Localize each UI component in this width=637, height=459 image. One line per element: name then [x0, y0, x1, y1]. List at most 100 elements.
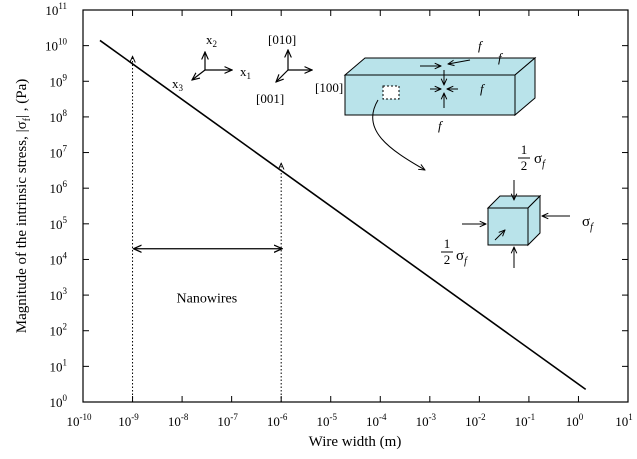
tick-base: 10: [50, 110, 63, 125]
tick-base: 10: [118, 414, 131, 429]
sigma: σ: [534, 151, 542, 167]
tick-label: 108: [50, 108, 68, 125]
fraction-num: 1: [521, 142, 528, 157]
element-marker: [383, 86, 399, 99]
sigma: σ: [456, 248, 464, 264]
y-label-end: | , (Pa): [14, 79, 30, 118]
sigma-label: σf: [582, 214, 594, 233]
tick-base: 10: [515, 414, 528, 429]
tick-exp: 3: [63, 286, 68, 296]
tick-base: 10: [50, 74, 63, 89]
tick-base: 10: [50, 395, 63, 410]
tick-label: 10-4: [366, 412, 387, 429]
tick-base: 10: [45, 39, 58, 54]
tick-exp: 0: [579, 412, 584, 422]
tick-label: 104: [50, 250, 68, 267]
tick-exp: -6: [280, 412, 288, 422]
half-sigma-left: 1 2 σf: [441, 236, 468, 267]
tick-exp: 7: [63, 144, 68, 154]
tick-exp: -10: [80, 412, 92, 422]
page: Wire width (m) Magnitude of the intrinsi…: [0, 0, 637, 459]
tick-label: 10-9: [118, 412, 139, 429]
tick-label: 10-6: [267, 412, 288, 429]
tick-label: 102: [50, 322, 68, 339]
tick-exp: -3: [429, 412, 437, 422]
fraction-den: 2: [444, 252, 451, 267]
tick-exp: 10: [58, 37, 68, 47]
tick-label: 106: [50, 179, 68, 196]
tick-label: 10-10: [67, 412, 92, 429]
tick-exp: -2: [478, 412, 486, 422]
tick-exp: -9: [131, 412, 139, 422]
y-axis-label: Magnitude of the intrinsic stress, |σf| …: [14, 79, 33, 333]
tick-base: 10: [416, 414, 429, 429]
tick-exp: -1: [528, 412, 536, 422]
tick-base: 10: [45, 3, 58, 18]
tick-label: 1011: [45, 1, 67, 18]
axis-x3: x3: [172, 76, 184, 93]
tick-label: 103: [50, 286, 68, 303]
tick-base: 10: [50, 324, 63, 339]
force-label: f: [438, 118, 444, 133]
tick-label: 107: [50, 144, 68, 161]
tick-label: 10-1: [515, 412, 536, 429]
tick-base: 10: [50, 252, 63, 267]
tick-exp: 1: [628, 412, 633, 422]
tick-exp: 1: [63, 357, 68, 367]
axis-index: 1: [247, 71, 252, 81]
tick-base: 10: [267, 414, 280, 429]
tick-base: 10: [566, 414, 579, 429]
tick-exp: 0: [63, 393, 68, 403]
tick-label: 100: [566, 412, 584, 429]
tick-label: 100: [50, 393, 68, 410]
half-sigma-top: 1 2 σf: [518, 142, 546, 173]
tick-exp: -8: [181, 412, 189, 422]
beam: [345, 58, 535, 115]
direction-label: [010]: [268, 32, 296, 47]
tick-base: 10: [217, 414, 230, 429]
sigma-label: σf: [534, 151, 546, 170]
sigma-label: σf: [456, 248, 468, 267]
tick-exp: 9: [63, 72, 68, 82]
direction-label: [100]: [315, 80, 343, 95]
tick-base: 10: [465, 414, 478, 429]
tick-exp: 8: [63, 108, 68, 118]
sigma-sub: f: [542, 159, 546, 170]
tick-label: 101: [615, 412, 633, 429]
tick-exp: 2: [63, 322, 68, 332]
sigma-sub: f: [590, 222, 594, 233]
axis-x1: x1: [240, 64, 251, 81]
tick-base: 10: [316, 414, 329, 429]
tick-base: 10: [615, 414, 628, 429]
tick-base: 10: [67, 414, 80, 429]
tick-base: 10: [50, 146, 63, 161]
tick-label: 10-2: [465, 412, 486, 429]
tick-base: 10: [50, 217, 63, 232]
tick-exp: 4: [63, 250, 68, 260]
axes-icon: [192, 50, 312, 82]
fraction-den: 2: [521, 158, 528, 173]
tick-exp: -4: [379, 412, 387, 422]
direction-label: [001]: [256, 91, 284, 106]
sigma: σ: [582, 214, 590, 230]
tick-label: 101: [50, 357, 68, 374]
tick-label: 10-8: [168, 412, 189, 429]
cube: [488, 196, 540, 245]
tick-base: 10: [50, 359, 63, 374]
tick-exp: -5: [329, 412, 337, 422]
range-label: Nanowires: [177, 292, 238, 307]
tick-base: 10: [50, 181, 63, 196]
x-axis-label: Wire width (m): [309, 434, 402, 450]
tick-base: 10: [168, 414, 181, 429]
tick-label: 10-7: [217, 412, 238, 429]
y-label-text: Magnitude of the intrinsic stress, |σ: [14, 121, 30, 333]
tick-label: 10-3: [416, 412, 437, 429]
tick-label: 1010: [45, 37, 68, 54]
tick-base: 10: [50, 288, 63, 303]
tick-exp: 6: [63, 179, 68, 189]
tick-label: 105: [50, 215, 68, 232]
sigma-sub: f: [464, 256, 468, 267]
tick-exp: -7: [230, 412, 238, 422]
tick-exp: 11: [58, 1, 67, 11]
force-label: f: [478, 38, 484, 53]
